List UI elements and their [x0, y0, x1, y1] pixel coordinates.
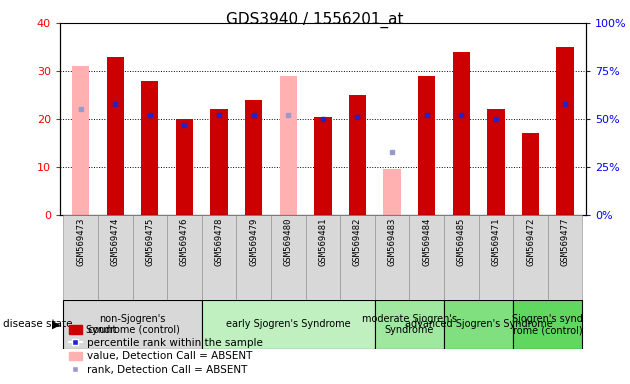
- Bar: [72, 66, 89, 215]
- Bar: [548, 215, 583, 300]
- Bar: [167, 215, 202, 300]
- Bar: [479, 215, 513, 300]
- Bar: [349, 95, 366, 215]
- Bar: [410, 215, 444, 300]
- Text: Sjogren's synd
rome (control): Sjogren's synd rome (control): [512, 314, 583, 335]
- Bar: [202, 215, 236, 300]
- Text: GSM569473: GSM569473: [76, 218, 85, 266]
- Bar: [202, 300, 375, 349]
- Text: ▶: ▶: [52, 319, 60, 329]
- Text: GSM569479: GSM569479: [249, 218, 258, 266]
- Text: GSM569485: GSM569485: [457, 218, 466, 266]
- Bar: [210, 109, 227, 215]
- Bar: [176, 119, 193, 215]
- Bar: [453, 52, 470, 215]
- Text: advanced Sjogren's Syndrome: advanced Sjogren's Syndrome: [404, 319, 553, 329]
- Text: GSM569474: GSM569474: [111, 218, 120, 266]
- Text: GSM569484: GSM569484: [422, 218, 431, 266]
- Text: GSM569478: GSM569478: [215, 218, 224, 266]
- Text: moderate Sjogren's
Syndrome: moderate Sjogren's Syndrome: [362, 314, 457, 335]
- Bar: [375, 215, 410, 300]
- Legend: count, percentile rank within the sample, value, Detection Call = ABSENT, rank, : count, percentile rank within the sample…: [65, 321, 267, 379]
- Text: GSM569471: GSM569471: [491, 218, 500, 266]
- Bar: [375, 300, 444, 349]
- Bar: [132, 215, 167, 300]
- Text: GDS3940 / 1556201_at: GDS3940 / 1556201_at: [226, 12, 404, 28]
- Text: GSM569481: GSM569481: [318, 218, 328, 266]
- Bar: [280, 76, 297, 215]
- Text: non-Sjogren's
Syndrome (control): non-Sjogren's Syndrome (control): [86, 314, 180, 335]
- Bar: [63, 215, 98, 300]
- Bar: [487, 109, 505, 215]
- Text: disease state: disease state: [3, 319, 72, 329]
- Bar: [98, 215, 132, 300]
- Text: GSM569482: GSM569482: [353, 218, 362, 266]
- Bar: [418, 76, 435, 215]
- Bar: [340, 215, 375, 300]
- Bar: [271, 215, 306, 300]
- Bar: [63, 300, 202, 349]
- Bar: [141, 81, 159, 215]
- Bar: [444, 215, 479, 300]
- Bar: [306, 215, 340, 300]
- Bar: [106, 56, 124, 215]
- Bar: [522, 134, 539, 215]
- Bar: [444, 300, 513, 349]
- Bar: [513, 215, 548, 300]
- Bar: [384, 169, 401, 215]
- Bar: [314, 117, 331, 215]
- Bar: [245, 100, 262, 215]
- Text: GSM569472: GSM569472: [526, 218, 535, 266]
- Bar: [556, 47, 574, 215]
- Text: GSM569483: GSM569483: [387, 218, 397, 266]
- Text: early Sjogren's Syndrome: early Sjogren's Syndrome: [226, 319, 350, 329]
- Bar: [236, 215, 271, 300]
- Bar: [513, 300, 583, 349]
- Text: GSM569475: GSM569475: [146, 218, 154, 266]
- Text: GSM569480: GSM569480: [284, 218, 293, 266]
- Text: GSM569477: GSM569477: [561, 218, 570, 266]
- Text: GSM569476: GSM569476: [180, 218, 189, 266]
